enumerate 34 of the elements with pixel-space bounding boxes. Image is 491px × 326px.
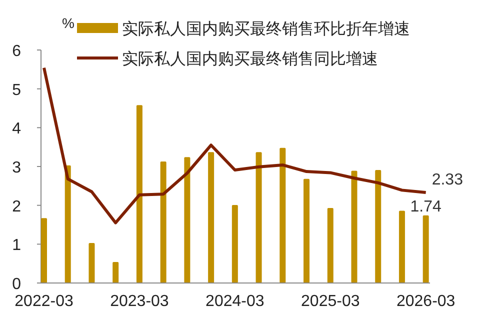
bar bbox=[41, 218, 47, 283]
x-tick-label: 2024-03 bbox=[206, 293, 264, 310]
x-tick-label: 2023-03 bbox=[110, 293, 169, 310]
legend-label: 实际私人国内购买最终销售环比折年增速 bbox=[122, 20, 410, 38]
bar bbox=[160, 161, 166, 283]
bar bbox=[351, 170, 358, 283]
bar bbox=[280, 148, 286, 283]
y-tick-label: 5 bbox=[12, 82, 22, 99]
y-tick-label: 1 bbox=[12, 237, 22, 254]
bar bbox=[184, 157, 190, 283]
y-tick-label: 2 bbox=[12, 198, 22, 216]
x-tick-label: 2025-03 bbox=[301, 293, 360, 310]
x-tick-label: 2022-03 bbox=[14, 293, 74, 310]
bar bbox=[422, 215, 429, 283]
y-axis-title: % bbox=[62, 15, 74, 31]
bar bbox=[232, 204, 238, 283]
data-label: 1.74 bbox=[410, 198, 442, 216]
bar bbox=[64, 165, 71, 283]
bar bbox=[136, 105, 142, 283]
data-label: 2.33 bbox=[432, 172, 464, 189]
bar bbox=[327, 208, 334, 283]
y-tick-label: 0 bbox=[12, 276, 22, 293]
y-tick-label: 4 bbox=[12, 120, 22, 138]
bar bbox=[398, 210, 405, 283]
bar bbox=[88, 243, 95, 283]
y-tick-label: 6 bbox=[12, 43, 22, 60]
bar bbox=[112, 262, 119, 283]
bar bbox=[256, 152, 262, 283]
legend-label: 实际私人国内购买最终销售同比增速 bbox=[122, 50, 378, 68]
y-tick-label: 3 bbox=[12, 160, 22, 176]
bar bbox=[208, 152, 214, 283]
x-tick-label: 2026-03 bbox=[396, 293, 456, 310]
bar bbox=[375, 170, 382, 283]
bar bbox=[304, 178, 310, 283]
